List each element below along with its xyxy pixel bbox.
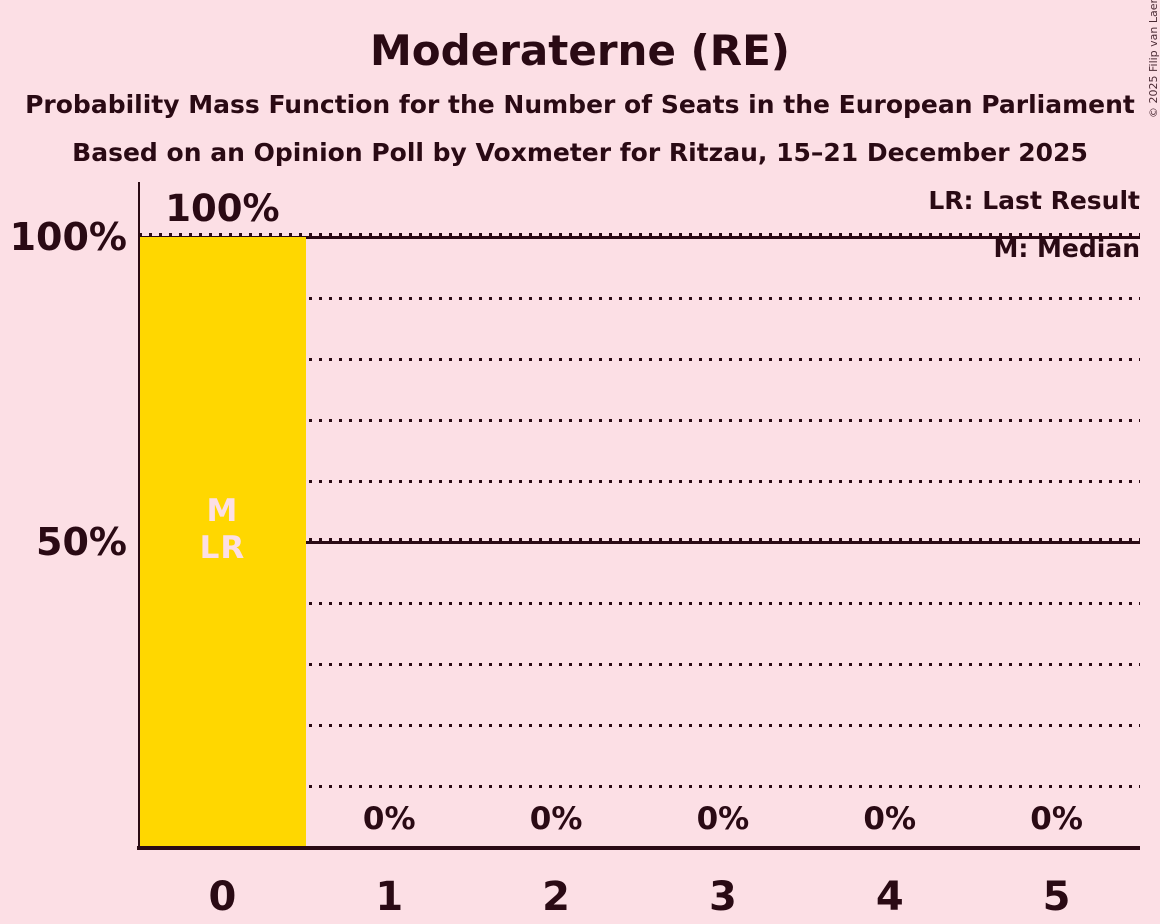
gridline-dotted-60	[139, 480, 1140, 483]
value-label-4: 0%	[863, 801, 917, 837]
chart-title: Moderaterne (RE)	[370, 26, 790, 75]
value-label-1: 0%	[362, 801, 416, 837]
x-tick-label-2: 2	[542, 874, 570, 920]
x-tick-label-0: 0	[208, 874, 237, 920]
x-tick-label-3: 3	[708, 874, 737, 920]
chart-subtitle-line2: Based on an Opinion Poll by Voxmeter for…	[72, 138, 1088, 167]
legend-median: M: Median	[993, 234, 1140, 263]
gridline-dotted-80	[139, 358, 1140, 361]
value-label-5: 0%	[1030, 801, 1083, 837]
value-label-3: 0%	[696, 801, 750, 837]
bar-annotation-m: M	[206, 493, 239, 529]
y-tick-label-50: 50%	[36, 520, 127, 564]
x-tick-label-1: 1	[375, 874, 404, 920]
legend-last-result: LR: Last Result	[928, 186, 1140, 215]
gridline-dotted-30	[139, 663, 1140, 666]
gridline-dotted-40	[139, 602, 1140, 605]
value-label-0: 100%	[165, 187, 280, 230]
y-tick-label-100: 100%	[9, 215, 127, 259]
x-tick-label-5: 5	[1042, 874, 1071, 920]
gridline-dotted-50	[139, 538, 1140, 541]
x-tick-label-4: 4	[875, 874, 904, 920]
gridline-solid-50	[139, 541, 1140, 544]
chart-subtitle-line1: Probability Mass Function for the Number…	[25, 90, 1135, 119]
gridline-dotted-20	[139, 724, 1140, 727]
x-axis	[137, 846, 1140, 850]
gridline-dotted-10	[139, 785, 1140, 788]
bar-seats-0	[139, 237, 306, 847]
value-label-2: 0%	[529, 801, 583, 837]
gridline-dotted-90	[139, 297, 1140, 300]
bar-annotation-lr: LR	[199, 530, 246, 566]
y-axis	[137, 182, 140, 850]
gridline-dotted-100	[139, 233, 1140, 236]
gridline-dotted-70	[139, 419, 1140, 422]
gridline-solid-100	[139, 236, 1140, 239]
